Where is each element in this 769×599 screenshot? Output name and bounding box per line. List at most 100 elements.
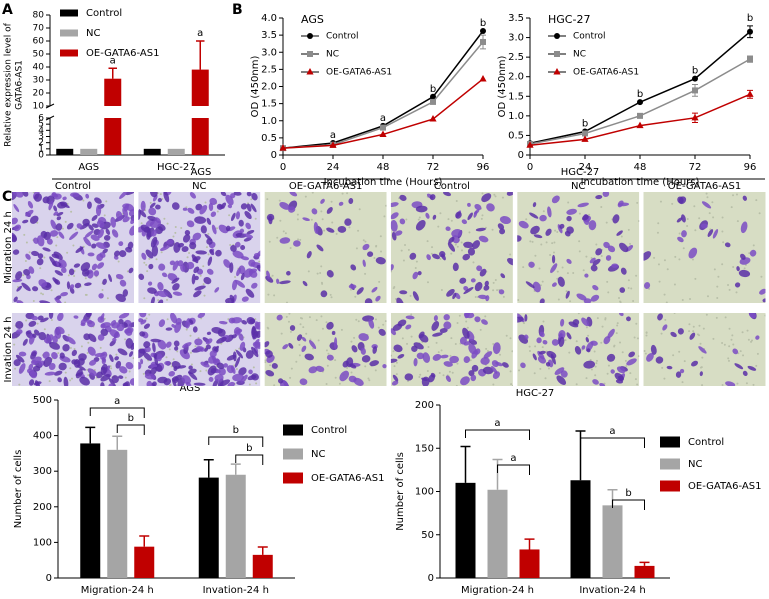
pore xyxy=(588,213,591,216)
pore xyxy=(204,201,207,204)
pore xyxy=(174,225,177,228)
cell xyxy=(574,346,582,355)
pore xyxy=(216,210,219,213)
cell xyxy=(168,371,176,377)
pore xyxy=(279,219,282,222)
x-tick-label: Migration-24 h xyxy=(461,585,534,596)
cell xyxy=(223,363,228,368)
pore xyxy=(638,220,640,223)
y-tick-label: 300 xyxy=(33,466,52,477)
y-axis-label: GATA6-AS1 xyxy=(15,60,25,110)
cell xyxy=(296,334,303,341)
cell xyxy=(315,365,325,372)
cell xyxy=(308,340,317,350)
cell xyxy=(151,229,157,237)
cell xyxy=(393,344,403,353)
cell xyxy=(688,247,698,259)
cell xyxy=(138,273,145,280)
cell xyxy=(590,264,598,272)
cell xyxy=(440,354,449,359)
cell xyxy=(333,337,338,349)
cell xyxy=(228,317,236,324)
pore xyxy=(350,340,353,343)
error-bar xyxy=(230,463,241,475)
y-tick-label: 2.5 xyxy=(508,52,524,63)
pore xyxy=(70,210,73,213)
y-tick-label: 2.0 xyxy=(508,72,524,83)
cell xyxy=(116,323,125,332)
cell xyxy=(13,224,22,232)
cell xyxy=(707,229,714,237)
cell xyxy=(369,360,380,367)
y-tick-label: 3 xyxy=(38,132,44,142)
pore xyxy=(40,292,43,295)
cell xyxy=(100,323,106,329)
cell xyxy=(91,263,98,271)
pore xyxy=(582,269,585,272)
pore xyxy=(69,367,72,370)
pore xyxy=(732,266,735,269)
pore xyxy=(511,384,513,386)
x-tick-label: 24 xyxy=(327,162,340,173)
cell xyxy=(62,196,67,201)
pore xyxy=(340,328,343,331)
pore xyxy=(594,374,597,377)
legend-label: NC xyxy=(86,28,100,39)
pore xyxy=(727,283,730,286)
pore xyxy=(74,228,77,231)
pore xyxy=(269,364,272,367)
cell xyxy=(42,247,51,252)
cell xyxy=(432,214,437,220)
cell xyxy=(196,345,205,352)
cell xyxy=(77,358,85,366)
cell xyxy=(12,234,17,242)
pore xyxy=(552,251,555,254)
pore xyxy=(393,285,396,288)
marker xyxy=(637,112,643,119)
cell xyxy=(16,329,23,335)
cell xyxy=(140,319,147,325)
pore xyxy=(142,372,145,375)
annotation: a xyxy=(110,55,116,66)
pore xyxy=(705,313,708,316)
pore xyxy=(502,295,505,298)
y-axis-label: Number of cells xyxy=(13,450,24,529)
cell xyxy=(404,373,414,381)
cell xyxy=(145,249,154,259)
pore xyxy=(289,247,292,250)
cell xyxy=(566,258,572,264)
cell xyxy=(18,363,26,374)
cell xyxy=(740,221,748,234)
pore xyxy=(379,235,382,238)
cell xyxy=(149,202,156,209)
pore xyxy=(207,232,210,235)
x-tick-label: 0 xyxy=(527,162,533,173)
pore xyxy=(308,316,311,319)
cell xyxy=(421,376,430,386)
cell xyxy=(463,356,471,364)
pore xyxy=(758,212,761,215)
pore xyxy=(105,200,108,203)
cell xyxy=(87,346,96,356)
pore xyxy=(556,270,559,273)
cell xyxy=(678,196,687,205)
cell xyxy=(417,270,422,276)
y-tick-label: 2.0 xyxy=(261,82,277,93)
pore xyxy=(590,256,593,259)
cell xyxy=(18,351,27,357)
cell xyxy=(320,198,325,204)
pore xyxy=(699,366,702,369)
bar xyxy=(198,477,219,578)
cell xyxy=(91,243,97,249)
pore xyxy=(317,339,320,342)
cell xyxy=(607,328,615,339)
bracket xyxy=(116,424,145,435)
cell xyxy=(15,321,24,329)
pore xyxy=(146,270,149,273)
cell xyxy=(187,207,195,214)
pore xyxy=(310,218,313,221)
pore xyxy=(613,344,616,347)
cell xyxy=(83,237,92,247)
y-tick-label: 5 xyxy=(38,120,44,130)
legend-swatch xyxy=(660,480,680,492)
